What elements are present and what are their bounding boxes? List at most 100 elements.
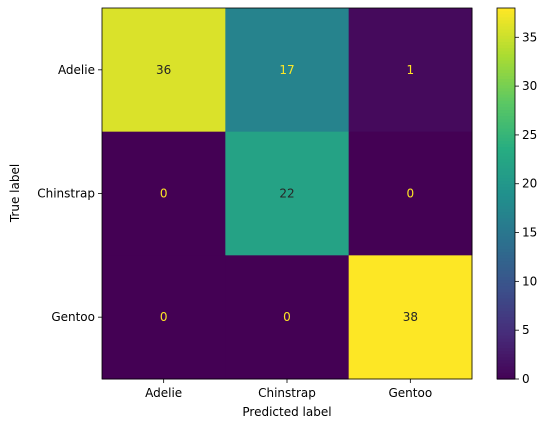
heatmap-cell-adelie-adelie xyxy=(102,8,226,133)
colorbar-segment xyxy=(497,252,515,256)
colorbar-segment xyxy=(497,366,515,371)
y-axis-label: True label xyxy=(8,164,22,223)
colorbar-segment xyxy=(497,122,515,127)
colorbar-segment xyxy=(497,335,515,340)
colorbar-tick-label: 10 xyxy=(522,274,537,288)
colorbar-segment xyxy=(497,205,515,210)
colorbar-segment xyxy=(497,224,515,229)
colorbar-segment xyxy=(497,162,515,167)
cell-value-label: 36 xyxy=(156,63,171,77)
colorbar-segment xyxy=(497,113,515,117)
heatmap-cell-gentoo-gentoo xyxy=(348,255,473,380)
y-tick-label: Adelie xyxy=(58,63,95,77)
colorbar-segment xyxy=(497,348,515,352)
colorbar-segment xyxy=(497,125,515,130)
y-tick-label: Chinstrap xyxy=(37,187,95,201)
colorbar-segment xyxy=(497,270,515,275)
colorbar-segment xyxy=(497,42,515,46)
colorbar-segment xyxy=(497,338,515,343)
colorbar-segment xyxy=(497,239,515,244)
colorbar-segment xyxy=(497,82,515,86)
colorbar-tick-label: 15 xyxy=(522,226,537,240)
colorbar-segment xyxy=(497,29,515,34)
colorbar-segment xyxy=(497,35,515,40)
cell-value-label: 0 xyxy=(283,310,291,324)
colorbar-segment xyxy=(497,48,515,52)
colorbar-segment xyxy=(497,221,515,226)
x-axis-label: Predicted label xyxy=(242,405,331,419)
colorbar-segment xyxy=(497,276,515,281)
colorbar-segment xyxy=(497,76,515,80)
colorbar-segment xyxy=(497,103,515,108)
colorbar-segment xyxy=(497,218,515,222)
colorbar-segment xyxy=(497,165,515,170)
colorbar-segment xyxy=(497,60,515,65)
colorbar-segment xyxy=(497,116,515,120)
heatmap-cell-chinstrap-gentoo xyxy=(348,131,473,256)
colorbar-segment xyxy=(497,258,515,263)
colorbar-segment xyxy=(497,372,515,377)
colorbar-segment xyxy=(497,236,515,241)
colorbar-segment xyxy=(497,174,515,179)
colorbar-segment xyxy=(497,150,515,154)
colorbar-segment xyxy=(497,332,515,337)
colorbar-segment xyxy=(497,273,515,278)
colorbar-segment xyxy=(497,363,515,368)
cell-value-label: 0 xyxy=(160,187,168,201)
colorbar-segment xyxy=(497,304,515,309)
colorbar-segment xyxy=(497,199,515,204)
colorbar-segment xyxy=(497,310,515,315)
colorbar-segment xyxy=(497,134,515,139)
colorbar-segment xyxy=(497,156,515,161)
colorbar-segment xyxy=(497,26,515,31)
colorbar-segment xyxy=(497,168,515,173)
colorbar-segment xyxy=(497,215,515,219)
colorbar-segment xyxy=(497,11,515,15)
cell-value-label: 0 xyxy=(407,187,415,201)
colorbar-tick-label: 35 xyxy=(522,30,537,44)
colorbar-segment xyxy=(497,23,515,28)
colorbar-segment xyxy=(497,137,515,142)
colorbar-segment xyxy=(497,54,515,59)
colorbar-segment xyxy=(497,171,515,176)
colorbar-segment xyxy=(497,301,515,306)
colorbar-segment xyxy=(497,91,515,96)
colorbar-segment xyxy=(497,375,515,380)
colorbar-segment xyxy=(497,63,515,68)
colorbar-segment xyxy=(497,286,515,290)
colorbar-segment xyxy=(497,323,515,328)
colorbar-segment xyxy=(497,97,515,102)
colorbar-segment xyxy=(497,292,515,297)
colorbar-segment xyxy=(497,17,515,21)
cell-value-label: 17 xyxy=(279,63,294,77)
colorbar-segment xyxy=(497,110,515,114)
colorbar-segment xyxy=(497,230,515,235)
heatmap-cell-adelie-chinstrap xyxy=(225,8,350,133)
colorbar-segment xyxy=(497,66,515,71)
heatmap-cell-gentoo-chinstrap xyxy=(225,255,350,380)
colorbar-segment xyxy=(497,187,515,192)
colorbar-segment xyxy=(497,51,515,55)
colorbar-segment xyxy=(497,72,515,77)
colorbar-segment xyxy=(497,242,515,247)
colorbar-segment xyxy=(497,32,515,37)
x-tick-label: Gentoo xyxy=(388,386,432,400)
colorbar-segment xyxy=(497,153,515,157)
colorbar-segment xyxy=(497,357,515,362)
colorbar-segment xyxy=(497,344,515,349)
colorbar-segment xyxy=(497,249,515,253)
x-tick-label: Chinstrap xyxy=(258,386,316,400)
colorbar xyxy=(496,7,516,380)
colorbar-segment xyxy=(497,184,515,188)
colorbar-segment xyxy=(497,190,515,195)
cell-value-label: 1 xyxy=(407,63,415,77)
colorbar-segment xyxy=(497,196,515,201)
colorbar-tick-label: 25 xyxy=(522,128,537,142)
colorbar-segment xyxy=(497,45,515,49)
colorbar-segment xyxy=(497,341,515,346)
colorbar-segment xyxy=(497,307,515,312)
colorbar-segment xyxy=(497,94,515,99)
colorbar-tick-label: 5 xyxy=(522,323,530,337)
colorbar-segment xyxy=(497,193,515,198)
colorbar-segment xyxy=(497,69,515,74)
